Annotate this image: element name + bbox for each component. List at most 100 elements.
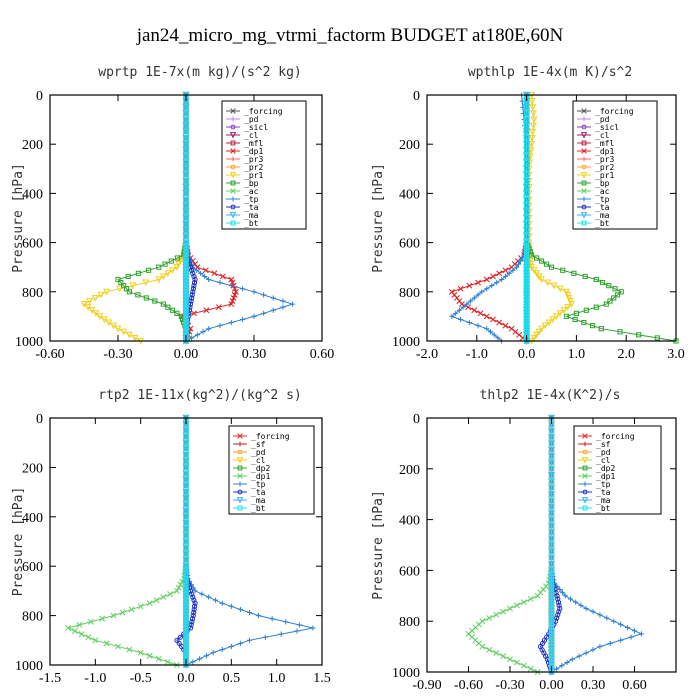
marker-x (137, 649, 144, 656)
marker-square (183, 600, 189, 606)
marker-plus (251, 313, 257, 319)
y-tick-label: 200 (399, 463, 420, 478)
marker-square (590, 323, 596, 329)
marker-square (548, 580, 555, 586)
marker-square (183, 597, 189, 603)
marker-triangle (528, 98, 536, 105)
marker-square (614, 292, 621, 298)
x-tick-label: -1.0 (466, 347, 488, 362)
marker-x (581, 108, 587, 114)
marker-circle (190, 286, 196, 292)
marker-square (524, 286, 530, 292)
legend-entry: _ta (233, 488, 266, 497)
marker-square (560, 267, 566, 273)
x-tick-label: 1.0 (568, 347, 586, 362)
series-group (65, 414, 316, 669)
marker-circle (556, 609, 562, 615)
marker-triangle (116, 285, 124, 293)
marker-plus (576, 653, 582, 659)
marker-square (143, 295, 149, 301)
marker-square (183, 634, 189, 640)
marker-plus (458, 316, 464, 323)
marker-square (524, 209, 530, 215)
marker-x (513, 659, 520, 666)
chart-panel-2: wpthlp 1E-4x(m K)/s^2 Pressure [hPa] 0 200 4… (371, 65, 685, 362)
marker-plus (554, 666, 560, 672)
legend-label: _tp (244, 195, 259, 204)
legend-entry: _pr3 (577, 155, 614, 164)
marker-square (618, 289, 624, 295)
marker-x (475, 279, 481, 286)
marker-square (183, 464, 189, 470)
legend-label: _forcing (251, 432, 290, 441)
marker-square (548, 656, 555, 662)
y-tick-label: 0 (36, 89, 43, 104)
marker-circle (556, 602, 562, 608)
marker-square (548, 491, 555, 497)
marker-triangle (530, 122, 537, 130)
legend-entry: _dp1 (577, 147, 614, 156)
marker-x (230, 188, 236, 194)
marker-plus (269, 616, 275, 622)
panels: wprtp 1E-7x(m kg)/(s^2 kg) Pressure [hPa]… (11, 65, 685, 693)
marker-circle (555, 612, 561, 618)
marker-square (183, 227, 189, 233)
marker-square (548, 621, 555, 627)
marker-x (187, 325, 194, 332)
marker-square (548, 504, 555, 510)
marker-square (548, 555, 555, 561)
marker-square (654, 335, 660, 341)
marker-square (533, 255, 540, 261)
marker-square (183, 261, 189, 267)
marker-square (183, 427, 189, 433)
marker-x (203, 307, 210, 314)
legend-entry: _forcing (233, 432, 290, 441)
series-points-dp1 (465, 415, 555, 675)
legend: _forcing_pd_sicl_cl_mfl_dp1_pr3_pr2_pr1_… (221, 100, 307, 230)
marker-square (168, 258, 174, 264)
marker-plus (228, 283, 234, 289)
marker-plus (449, 313, 455, 319)
x-tick-label: -0.5 (130, 671, 152, 686)
legend-label: _ma (251, 496, 266, 505)
marker-plus (251, 289, 257, 295)
legend-label: _pr3 (244, 155, 263, 164)
marker-square (563, 313, 570, 319)
legend-entry: _pr3 (226, 155, 263, 164)
marker-plus (562, 593, 568, 599)
marker-square (183, 446, 189, 452)
legend-entry: _bt (226, 219, 259, 228)
marker-x (155, 655, 162, 662)
marker-x (175, 584, 182, 591)
y-tick-label: 400 (22, 187, 43, 202)
x-tick-label: 0.00 (174, 347, 199, 362)
marker-square (524, 301, 530, 307)
marker-square (183, 628, 189, 634)
marker-plus (246, 609, 253, 616)
marker-square (548, 548, 555, 554)
marker-plus (597, 612, 603, 618)
legend-entry: _pd (226, 115, 259, 124)
marker-square (582, 273, 588, 280)
marker-square (524, 215, 530, 221)
marker-square (183, 283, 189, 289)
marker-circle (192, 600, 198, 606)
marker-square (183, 440, 189, 446)
y-tick-label: 600 (399, 564, 420, 579)
marker-plus (573, 599, 579, 605)
marker-square (524, 233, 530, 240)
marker-square (524, 261, 530, 267)
marker-x (192, 261, 199, 268)
marker-x (71, 628, 78, 634)
series-points-dp1 (448, 92, 530, 344)
marker-x (496, 319, 503, 326)
marker-plus (471, 295, 477, 301)
marker-circle (191, 283, 197, 289)
marker-circle (191, 609, 197, 616)
marker-square (611, 295, 617, 301)
marker-x (479, 643, 486, 650)
marker-plus (499, 276, 505, 283)
marker-plus (255, 613, 262, 619)
legend-label: _dp1 (244, 147, 263, 156)
legend-entry: _cl (577, 131, 610, 140)
